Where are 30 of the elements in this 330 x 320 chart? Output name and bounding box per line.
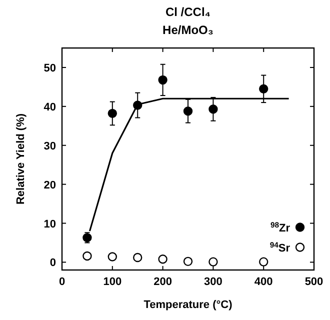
x-tick-label: 100 (103, 276, 122, 288)
point (208, 104, 218, 114)
y-tick-label: 20 (44, 179, 56, 192)
y-tick-label: 30 (44, 140, 56, 152)
point (133, 252, 142, 262)
x-tick-label: 400 (254, 276, 273, 288)
point (259, 84, 268, 94)
y-axis-title: Relative Yield (%) (15, 113, 27, 205)
y-tick-label: 40 (44, 101, 56, 114)
point (158, 254, 168, 264)
legend-label: $^{98}$Zr (270, 220, 291, 234)
x-tick-label: 0 (58, 276, 66, 288)
point (259, 257, 268, 266)
legend-label: $^{94}$Sr (270, 240, 291, 254)
chart-subtitle: He/MoO₃ (162, 23, 214, 37)
x-tick-label: 300 (204, 276, 222, 288)
y-tick-label: 10 (44, 218, 56, 230)
x-tick-label: 500 (304, 276, 324, 288)
point (183, 106, 193, 116)
y-tick-label: 50 (44, 62, 56, 74)
y-tick-label: 0 (50, 257, 56, 270)
chart-title: Cl /CCl₄ (165, 5, 211, 19)
point (82, 251, 92, 261)
point (183, 256, 193, 266)
x-axis-title: Temperature (°C) (144, 299, 233, 311)
point (108, 108, 117, 118)
point (158, 75, 168, 85)
point (208, 257, 218, 266)
x-tick-label: 200 (154, 276, 172, 288)
point (108, 252, 117, 262)
